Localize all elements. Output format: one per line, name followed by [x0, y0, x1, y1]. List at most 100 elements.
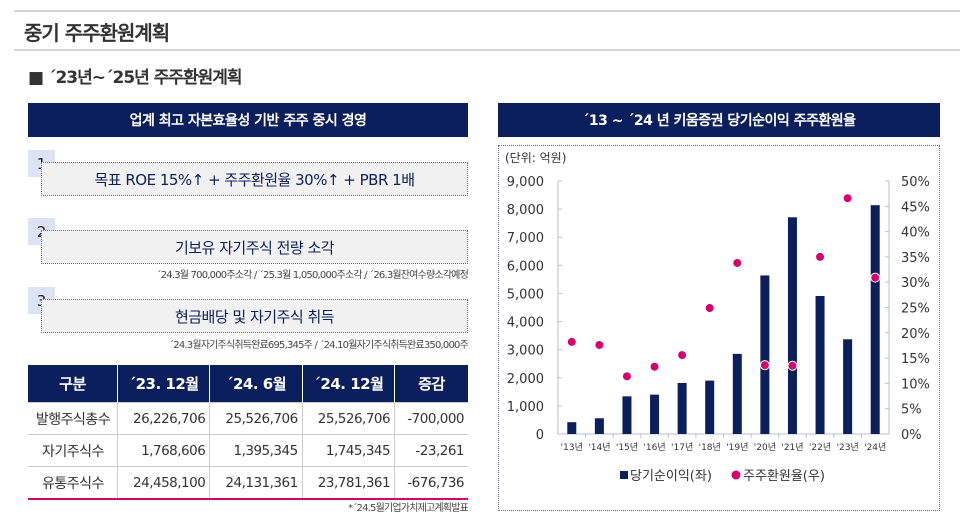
- page-title: 중기 주주환원계획: [24, 21, 170, 45]
- right-banner: ´13 ~ ´24 년 키움증권 당기순이익 주주환원율: [498, 103, 940, 137]
- right-tick-label: 45%: [901, 200, 930, 215]
- point-payout-ratio: [759, 360, 770, 371]
- top-rule: [14, 10, 960, 12]
- cell: 24,131,361: [209, 466, 303, 500]
- cell: 25,526,706: [301, 402, 395, 435]
- cell: 1,745,345: [301, 434, 395, 467]
- x-tick-label: '22년: [809, 442, 831, 453]
- right-tick-label: 20%: [901, 327, 930, 342]
- point-payout-ratio: [594, 339, 605, 350]
- cell: 24,458,100: [116, 466, 210, 500]
- legend-point-marker: [731, 470, 741, 480]
- bar-net-income: [815, 295, 825, 434]
- table-row: 자기주식수 1,768,606 1,395,345 1,745,345 -23,261: [28, 434, 468, 467]
- bar-net-income: [787, 217, 797, 434]
- cell: 1,395,345: [209, 434, 303, 467]
- cell: 1,768,606: [116, 434, 210, 467]
- point-payout-ratio: [787, 360, 798, 371]
- bar-net-income: [732, 353, 742, 434]
- x-tick-label: '19년: [726, 442, 748, 453]
- share-table: 구분 ´23. 12월 ´24. 6월 ´24. 12월 증감 발행주식총수 26…: [28, 365, 468, 500]
- legend-bar-marker: [620, 471, 628, 479]
- col-header: 증감: [394, 365, 468, 403]
- x-tick-label: '17년: [671, 442, 693, 453]
- bar-net-income: [705, 380, 715, 434]
- x-tick-label: '18년: [699, 442, 721, 453]
- bar-net-income: [843, 339, 853, 434]
- left-tick-label: 2,000: [507, 372, 544, 387]
- right-tick-label: 35%: [901, 251, 930, 266]
- point-payout-ratio: [621, 371, 632, 382]
- right-tick-label: 5%: [901, 403, 922, 418]
- left-banner: 업계 최고 자본효율성 기반 주주 중시 경영: [28, 103, 468, 137]
- bar-net-income: [760, 275, 770, 434]
- table-header-row: 구분 ´23. 12월 ´24. 6월 ´24. 12월 증감: [28, 365, 468, 403]
- col-header: 구분: [28, 365, 118, 403]
- cell: 발행주식총수: [28, 402, 118, 435]
- table-footnote: *´24.5월기업가치제고계획발표: [348, 503, 469, 514]
- left-tick-label: 1,000: [507, 400, 544, 415]
- bar-net-income: [622, 396, 632, 434]
- x-tick-label: '24년: [864, 442, 886, 453]
- right-tick-label: 10%: [901, 377, 930, 392]
- bar-net-income: [567, 422, 577, 434]
- item-box: 현금배당 및 자기주식 취득: [41, 299, 468, 333]
- cell: 25,526,706: [209, 402, 303, 435]
- unit-label: (단위: 억원): [505, 151, 566, 165]
- item-box: 기보유 자기주식 전량 소각: [41, 230, 468, 264]
- bar-net-income: [594, 418, 604, 434]
- point-payout-ratio: [732, 257, 743, 268]
- point-payout-ratio: [677, 350, 688, 361]
- title-rule: [14, 49, 960, 51]
- table-row: 발행주식총수 26,226,706 25,526,706 25,526,706 -700…: [28, 402, 468, 435]
- x-tick-label: '13년: [561, 442, 583, 453]
- table-row: 유통주식수 24,458,100 24,131,361 23,781,361 -676,…: [28, 466, 468, 500]
- left-tick-label: 5,000: [507, 287, 544, 302]
- left-tick-label: 9,000: [507, 175, 544, 190]
- item-box: 목표 ROE 15%↑ + 주주환원율 30%↑ + PBR 1배: [41, 162, 468, 196]
- item-note: ´24.3월자기주식취득완료695,345주 / ´24.10월자기주식취득완료…: [169, 340, 469, 351]
- col-header: ´23. 12월: [116, 365, 210, 403]
- right-tick-label: 25%: [901, 302, 930, 317]
- point-payout-ratio: [566, 336, 577, 347]
- right-tick-label: 50%: [901, 175, 930, 190]
- section-title: ■ ´23년~´25년 주주환원계획: [28, 68, 243, 88]
- point-payout-ratio: [870, 272, 881, 283]
- right-tick-label: 30%: [901, 276, 930, 291]
- bar-net-income: [677, 382, 687, 434]
- x-tick-label: '21년: [781, 442, 803, 453]
- item-note: ´24.3월 700,000주소각 / ´25.3월 1,050,000주소각 …: [156, 270, 469, 281]
- x-tick-label: '20년: [754, 442, 776, 453]
- right-tick-label: 0%: [901, 428, 922, 443]
- profit-payout-chart: (단위: 억원) 0 1,000 2,000 3,000 4,000 5,000 6,000…: [505, 151, 930, 484]
- left-tick-label: 0: [536, 428, 544, 443]
- bar-net-income: [870, 205, 880, 434]
- x-tick-label: '15년: [616, 442, 638, 453]
- x-tick-label: '14년: [588, 442, 610, 453]
- right-tick-label: 40%: [901, 226, 930, 241]
- left-tick-label: 3,000: [507, 344, 544, 359]
- cell: -700,000: [394, 402, 468, 435]
- point-payout-ratio: [815, 251, 826, 262]
- x-tick-label: '16년: [643, 442, 665, 453]
- left-tick-label: 7,000: [507, 231, 544, 246]
- col-header: ´24. 12월: [301, 365, 395, 403]
- col-header: ´24. 6월: [209, 365, 303, 403]
- left-tick-label: 8,000: [507, 203, 544, 218]
- right-tick-label: 15%: [901, 352, 930, 367]
- chart-box: (단위: 억원) 0 1,000 2,000 3,000 4,000 5,000 6,000…: [498, 145, 940, 511]
- cell: 23,781,361: [301, 466, 395, 500]
- cell: 유통주식수: [28, 466, 118, 500]
- cell: 자기주식수: [28, 434, 118, 467]
- x-tick-label: '23년: [837, 442, 859, 453]
- legend-bar-label: 당기순이익(좌): [630, 469, 712, 484]
- point-payout-ratio: [842, 193, 853, 204]
- bar-net-income: [650, 394, 660, 434]
- left-tick-label: 4,000: [507, 316, 544, 331]
- cell: -23,261: [394, 434, 468, 467]
- left-tick-label: 6,000: [507, 259, 544, 274]
- point-payout-ratio: [704, 303, 715, 314]
- legend-point-label: 주주환원율(우): [743, 469, 825, 484]
- cell: 26,226,706: [116, 402, 210, 435]
- cell: -676,736: [394, 466, 468, 500]
